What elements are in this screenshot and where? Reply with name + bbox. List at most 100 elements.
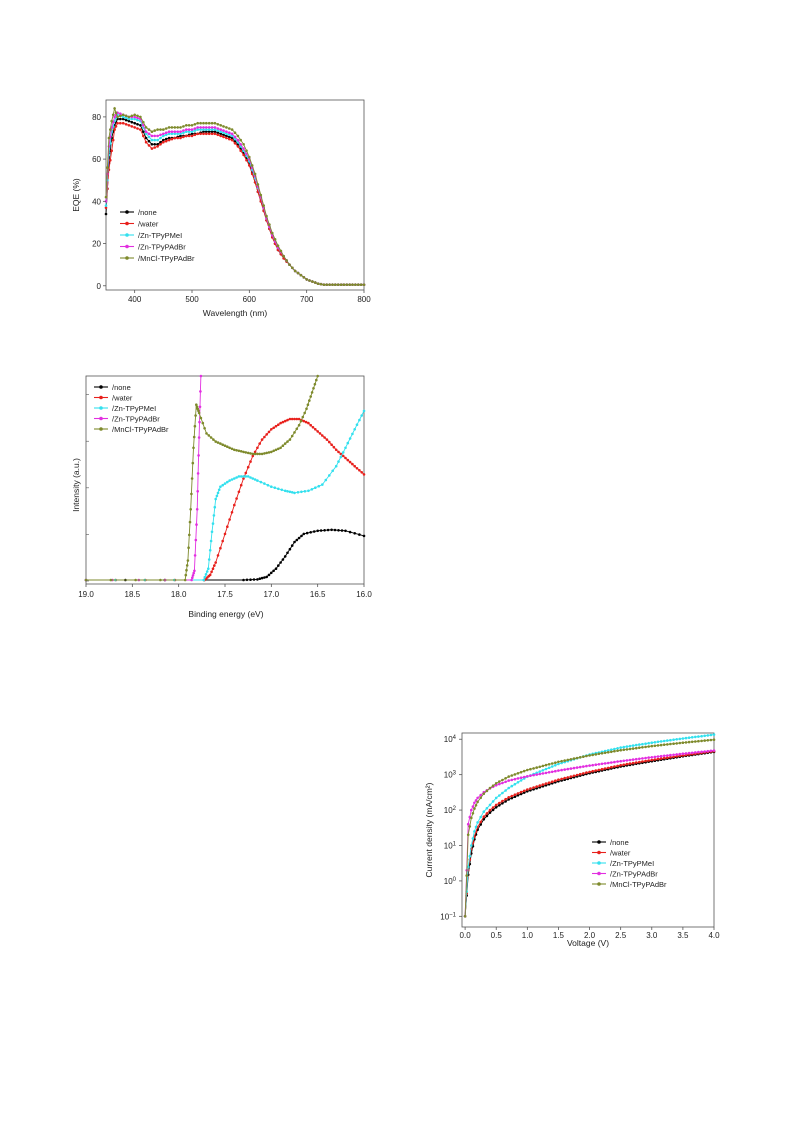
zn-tpypadbr-point [544, 771, 548, 775]
none-point [286, 551, 289, 555]
water-point [634, 761, 638, 764]
mncl-tpypadbr-point [535, 766, 538, 769]
none-point [316, 529, 320, 533]
zn-tpypadbr-point [153, 134, 156, 138]
zn-tpypmei-point [202, 128, 205, 131]
mncl-tpypadbr-point [309, 395, 313, 398]
none-point [153, 143, 156, 146]
zn-tpypmei-point [104, 204, 108, 207]
mncl-tpypadbr-point [270, 450, 273, 454]
legend-item-water: /water [120, 220, 159, 229]
water-point [479, 820, 483, 824]
water-point [199, 132, 202, 136]
mncl-tpypadbr-point [575, 756, 579, 760]
zn-tpypmei-point [203, 575, 207, 579]
water-point [569, 775, 573, 778]
zn-tpypadbr-point [709, 749, 713, 753]
zn-tpypmei-point [210, 128, 214, 131]
legend-label: /none [112, 383, 131, 392]
none-point [245, 578, 249, 582]
water-point [575, 773, 579, 777]
water-point [173, 136, 177, 140]
mncl-tpypadbr-point [687, 740, 691, 744]
zn-tpypmei-point [228, 133, 231, 137]
legend-swatch-marker [597, 840, 601, 844]
none-point [312, 530, 316, 533]
zn-tpypmei-point [207, 128, 211, 131]
mncl-tpypadbr-point [334, 283, 337, 287]
mncl-tpypadbr-point [109, 578, 113, 582]
none-point [297, 536, 301, 540]
zn-tpypadbr-point [199, 374, 203, 378]
water-point [245, 158, 248, 162]
mncl-tpypadbr-point [325, 283, 329, 287]
zn-tpypmei-point [694, 735, 697, 739]
mncl-tpypadbr-point [190, 477, 194, 480]
legend-label: /MnCl-TPyPAdBr [138, 254, 195, 263]
zn-tpypmei-point [488, 803, 492, 807]
none-point [256, 578, 259, 581]
water-point [337, 450, 340, 454]
none-point [488, 811, 492, 814]
x-tick-label: 1.0 [522, 931, 534, 940]
water-point [210, 570, 213, 574]
zn-tpypmei-point [182, 131, 185, 134]
mncl-tpypadbr-point [274, 448, 278, 452]
zn-tpypmei-point [207, 567, 210, 570]
mncl-tpypadbr-point [187, 546, 190, 549]
mncl-tpypadbr-point [622, 748, 626, 752]
water-point [588, 770, 591, 774]
zn-tpypadbr-point [164, 131, 168, 134]
water-point [297, 417, 301, 421]
water-series [84, 417, 366, 582]
y-tick-label: 103 [444, 771, 457, 780]
none-point [150, 143, 154, 146]
none-point [233, 139, 237, 143]
mncl-tpypadbr-point [308, 279, 311, 282]
mncl-tpypadbr-point [104, 195, 108, 199]
zn-tpypadbr-point [535, 773, 538, 776]
mncl-tpypadbr-point [610, 750, 613, 754]
water-point [675, 755, 678, 758]
mncl-tpypadbr-point [139, 115, 142, 119]
water-point [344, 456, 347, 460]
zn-tpypmei-point [353, 428, 357, 431]
mncl-tpypadbr-point [466, 833, 470, 837]
zn-tpypmei-point [659, 740, 663, 743]
mncl-tpypadbr-point [106, 166, 109, 169]
mncl-tpypadbr-point [504, 777, 507, 780]
zn-tpypadbr-point [471, 805, 475, 808]
zn-tpypadbr-point [638, 757, 641, 761]
legend-label: /water [138, 220, 159, 229]
zn-tpypadbr-point [566, 767, 570, 771]
zn-tpypadbr-point [228, 131, 231, 134]
water-point [613, 765, 616, 768]
none-point [147, 139, 151, 143]
mncl-tpypadbr-point [314, 281, 317, 284]
legend-label: /MnCl-TPyPAdBr [610, 880, 667, 889]
mncl-tpypadbr-point [690, 740, 694, 744]
zn-tpypadbr-point [622, 759, 626, 763]
mncl-tpypadbr-point [697, 739, 700, 743]
none-point [230, 136, 234, 140]
water-point [213, 132, 217, 136]
mncl-tpypadbr-series [463, 738, 716, 918]
zn-tpypadbr-point [199, 390, 202, 393]
zn-tpypadbr-point [176, 130, 179, 133]
zn-tpypmei-point [176, 132, 179, 136]
mncl-tpypadbr-point [560, 759, 563, 763]
mncl-tpypadbr-point [210, 121, 214, 125]
mncl-tpypadbr-point [308, 399, 311, 402]
zn-tpypadbr-point [703, 750, 706, 753]
zn-tpypadbr-point [610, 761, 613, 764]
water-point [563, 776, 566, 780]
zn-tpypadbr-point [659, 754, 663, 758]
mncl-tpypadbr-point [212, 438, 215, 441]
zn-tpypadbr-point [538, 772, 542, 776]
zn-tpypadbr-point [606, 761, 610, 765]
none-point [277, 564, 280, 567]
zn-tpypmei-point [538, 770, 542, 773]
zn-tpypmei-point [324, 478, 328, 482]
zn-tpypadbr-point [210, 126, 214, 129]
water-point [351, 462, 354, 466]
